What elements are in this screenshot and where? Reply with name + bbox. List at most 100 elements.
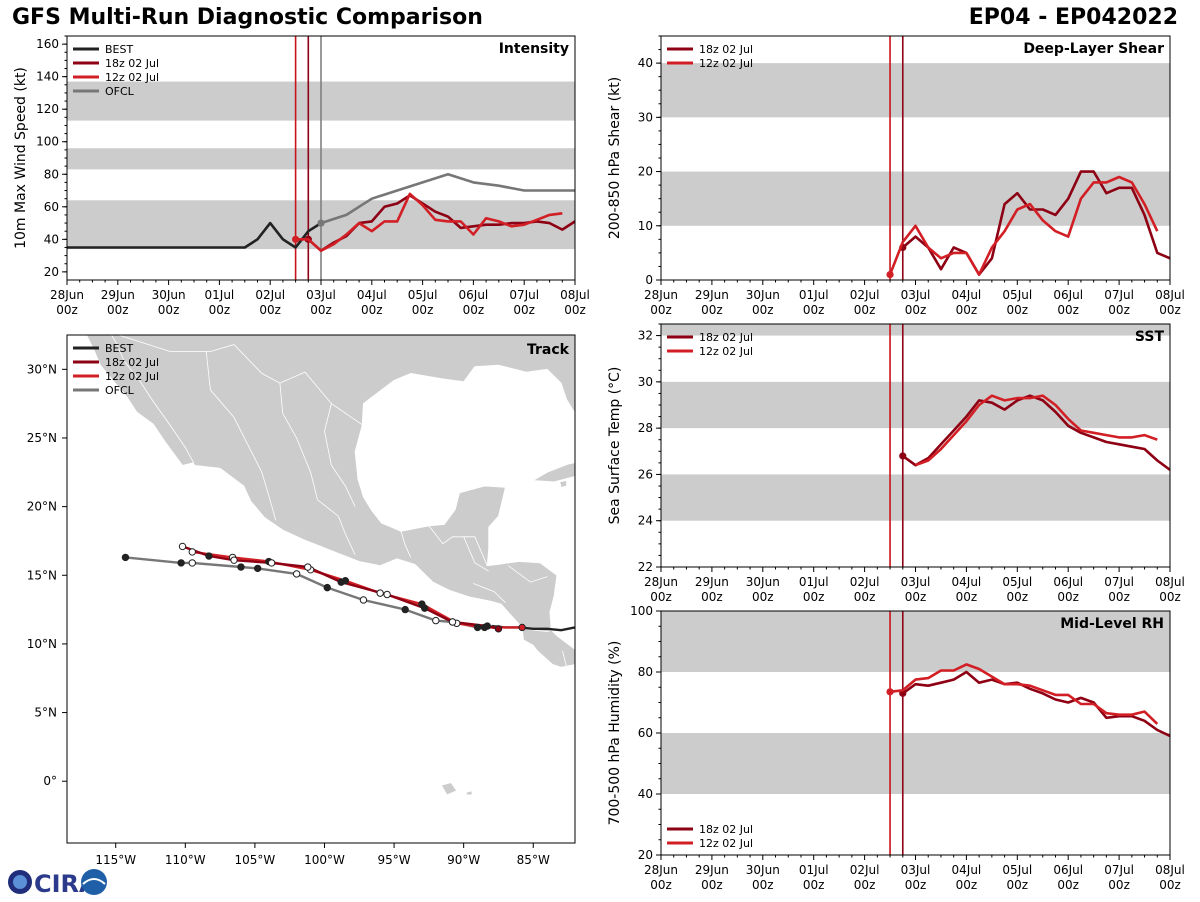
x-tick-label: 00z — [650, 878, 672, 892]
x-tick-label: 02Jul — [850, 863, 880, 877]
state-border — [463, 536, 489, 572]
x-tick-label: 00z — [803, 878, 825, 892]
x-tick-label: 00z — [564, 303, 586, 317]
axes-frame — [66, 334, 576, 844]
storm-id: EP04 - EP042022 — [968, 5, 1178, 30]
track-point — [383, 590, 391, 599]
x-tick-label: 00z — [1108, 590, 1130, 604]
series-start-point — [292, 235, 300, 243]
x-tick-label: 04Jul — [952, 288, 982, 302]
chart-shear: 01020304028Jun00z29Jun00z30Jun00z01Jul00… — [607, 35, 1185, 317]
y-tick-label: 80 — [44, 167, 59, 181]
track-point — [323, 583, 331, 592]
y-tick-label: 15°N — [27, 568, 57, 582]
x-tick-label: 01Jul — [799, 288, 829, 302]
x-tick-label: 00z — [803, 303, 825, 317]
x-tick-label: 07Jul — [1104, 863, 1134, 877]
cira-logo: CIRA — [4, 866, 108, 898]
x-tick-label: 29Jun — [695, 288, 729, 302]
track-point — [178, 542, 187, 551]
x-tick-label: 01Jul — [799, 575, 829, 589]
y-tick-label: 28 — [638, 421, 653, 435]
legend-label: 18z 02 Jul — [699, 331, 753, 344]
y-tick-label: 25°N — [27, 431, 57, 445]
y-tick-label: 20°N — [27, 500, 57, 514]
panel-title: Track — [527, 342, 570, 358]
x-tick-label: 02Jul — [255, 288, 285, 302]
track-point — [177, 559, 185, 567]
x-tick-label: 00z — [209, 303, 231, 317]
panel-title: Intensity — [499, 41, 569, 57]
series-line-run12 — [889, 663, 1159, 725]
land-mass — [86, 335, 195, 466]
y-tick-label: 80 — [638, 665, 653, 679]
shaded-band — [661, 474, 1170, 521]
y-tick-label: 120 — [36, 102, 59, 116]
land-mass — [440, 782, 458, 796]
series-start-point — [886, 688, 894, 696]
y-tick-label: 40 — [638, 56, 653, 70]
legend-label: 18z 02 Jul — [699, 43, 753, 56]
x-tick-label: 00z — [1108, 878, 1130, 892]
shaded-band — [661, 611, 1170, 672]
x-tick-label: 08Jul — [1155, 288, 1185, 302]
x-tick-label: 30Jun — [746, 575, 780, 589]
land-mass — [531, 462, 575, 483]
plot-area — [661, 36, 1170, 280]
x-tick-label: 00z — [854, 590, 876, 604]
x-tick-label: 00z — [650, 303, 672, 317]
x-tick-label: 85°W — [517, 853, 550, 867]
shaded-band — [661, 733, 1170, 794]
x-tick-label: 00z — [1007, 303, 1029, 317]
track-point — [304, 563, 312, 571]
chart-intensity: 2040608010012014016028Jun00z29Jun00z30Ju… — [13, 35, 590, 317]
track-point — [188, 559, 196, 567]
y-tick-label: 100 — [36, 135, 59, 149]
series-start-point — [886, 270, 894, 279]
y-tick-label: 30°N — [27, 362, 57, 376]
y-tick-label: 20 — [638, 848, 653, 862]
x-tick-label: 00z — [854, 878, 876, 892]
y-tick-label: 26 — [638, 467, 653, 481]
x-tick-label: 00z — [905, 878, 927, 892]
series-line-run12 — [888, 175, 1159, 276]
y-tick-label: 40 — [44, 232, 59, 246]
y-axis-label: 10m Max Wind Speed (kt) — [13, 67, 29, 249]
y-tick-label: 32 — [638, 329, 653, 343]
track-point — [188, 548, 196, 556]
legend-label: 12z 02 Jul — [699, 57, 753, 70]
x-tick-label: 03Jul — [901, 288, 931, 302]
x-tick-label: 03Jul — [901, 863, 931, 877]
x-tick-label: 00z — [1057, 303, 1079, 317]
state-border — [205, 351, 277, 521]
x-tick-label: 00z — [650, 590, 672, 604]
x-tick-label: 07Jul — [1104, 288, 1134, 302]
x-tick-label: 00z — [701, 878, 723, 892]
plot-area — [661, 324, 1170, 567]
y-tick-label: 60 — [638, 726, 653, 740]
x-tick-label: 00z — [956, 878, 978, 892]
series-line-run18 — [902, 670, 1170, 738]
track-point — [267, 559, 276, 567]
shaded-band — [661, 381, 1170, 429]
x-tick-label: 05Jul — [408, 288, 438, 302]
y-tick-label: 30 — [638, 110, 653, 124]
x-tick-label: 00z — [701, 303, 723, 317]
chart-rh: 2040608010028Jun00z29Jun00z30Jun00z01Jul… — [607, 604, 1185, 892]
y-axis-label: 200-850 hPa Shear (kt) — [607, 77, 623, 239]
series-line-ofcl — [320, 173, 575, 225]
y-tick-label: 60 — [44, 200, 59, 214]
x-tick-label: 03Jul — [306, 288, 336, 302]
x-tick-label: 00z — [463, 303, 485, 317]
legend-label: 12z 02 Jul — [105, 71, 159, 84]
x-tick-label: 00z — [1159, 303, 1181, 317]
figure-title: GFS Multi-Run Diagnostic Comparison — [12, 5, 483, 30]
x-tick-label: 04Jul — [357, 288, 387, 302]
x-tick-label: 06Jul — [1053, 863, 1083, 877]
x-tick-label: 00z — [259, 303, 281, 317]
x-tick-label: 07Jul — [1104, 575, 1134, 589]
panel-title: SST — [1135, 329, 1165, 345]
land-mass — [466, 790, 473, 796]
track-point — [230, 556, 238, 564]
